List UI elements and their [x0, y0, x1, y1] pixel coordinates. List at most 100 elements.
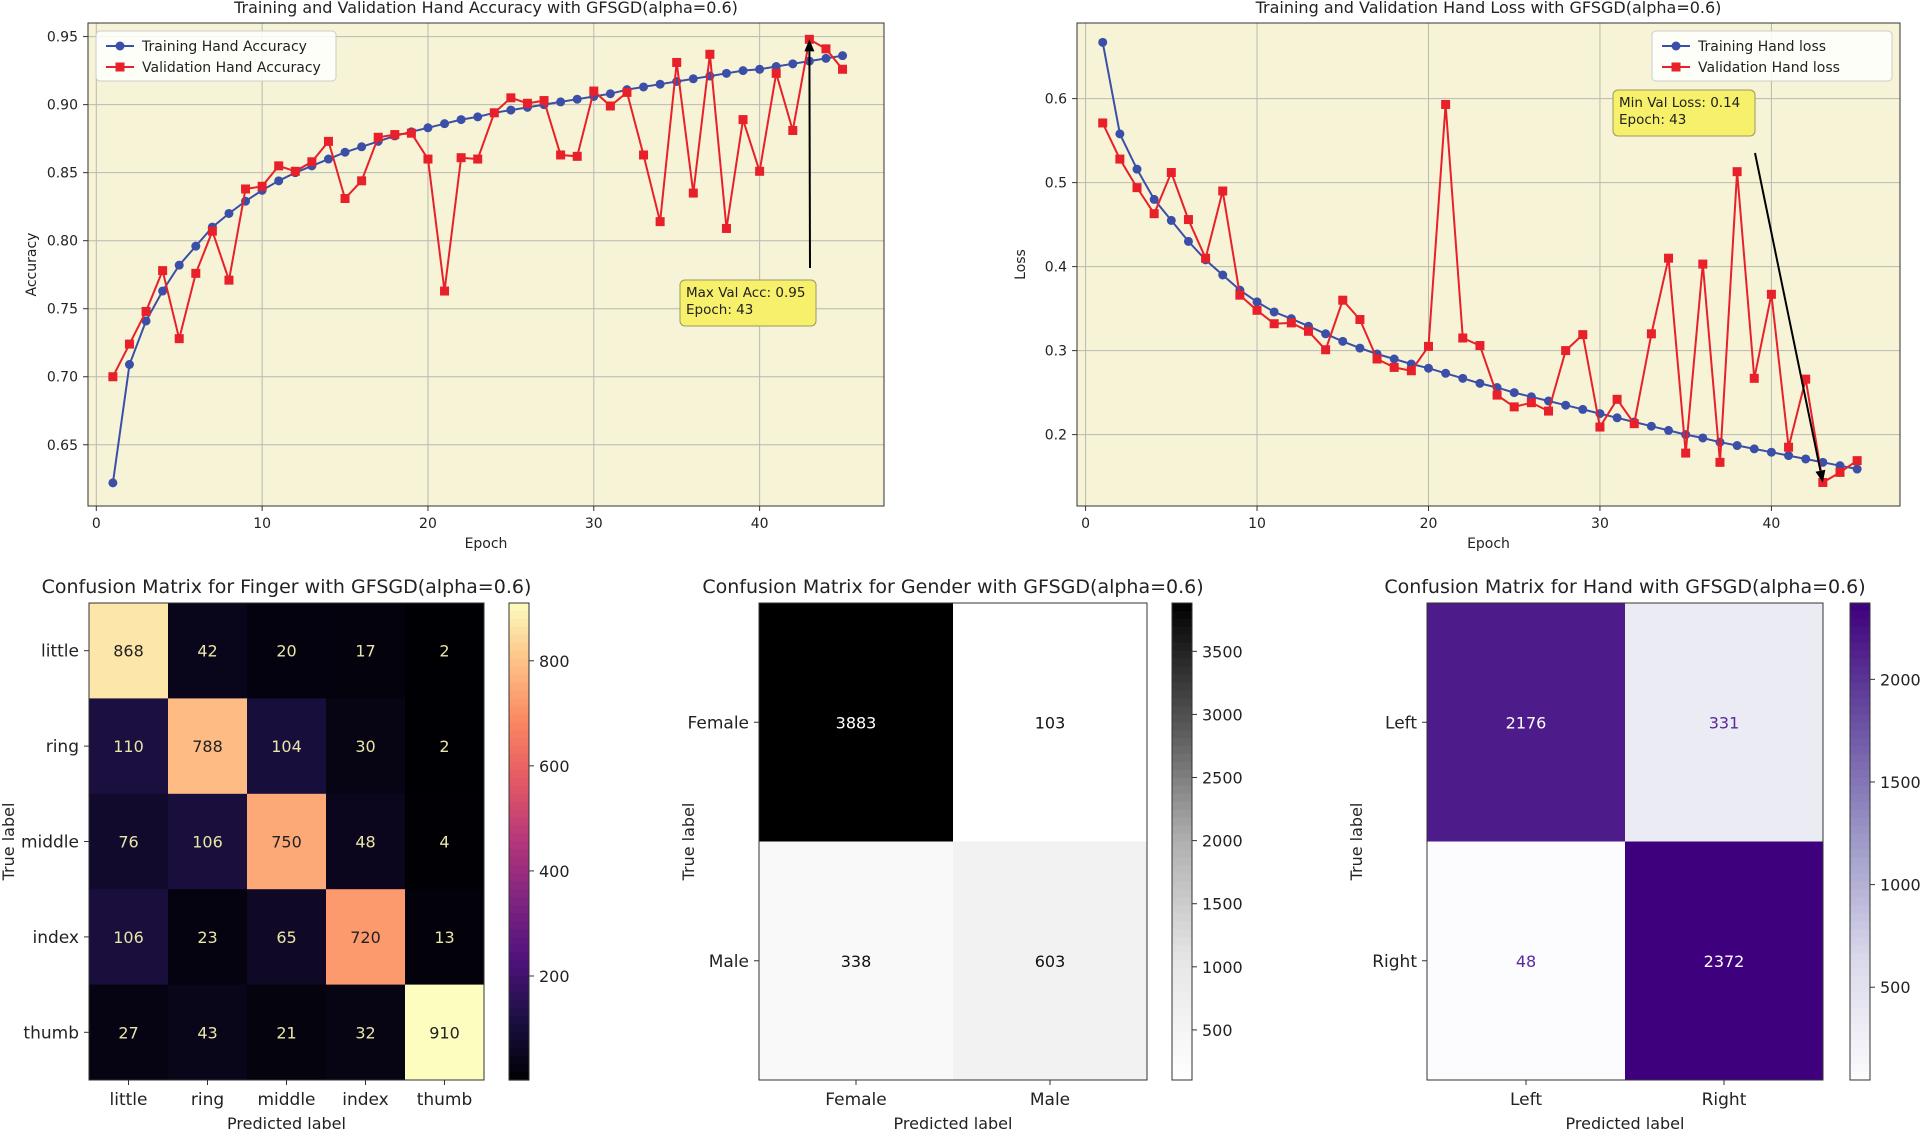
data-point	[1749, 444, 1759, 454]
colorbar-segment	[1172, 769, 1192, 779]
cell-value: 13	[434, 928, 454, 947]
cell-value: 603	[1035, 952, 1066, 971]
colorbar-segment	[1172, 992, 1192, 1002]
annotation-arrow	[1754, 152, 1822, 471]
colorbar-frame	[1171, 602, 1193, 1081]
cell-value: 2	[439, 737, 449, 756]
colorbar-segment	[1850, 706, 1870, 715]
cell-value: 48	[1516, 952, 1536, 971]
colorbar-segment	[1172, 1040, 1192, 1049]
colorbar-segment	[1850, 992, 1870, 1002]
colorbar-segment	[1172, 762, 1192, 771]
data-point	[1166, 168, 1176, 178]
x-tick-label: little	[110, 1090, 148, 1110]
y-tick-label: index	[32, 928, 79, 948]
colorbar-segment	[509, 603, 529, 612]
colorbar-segment	[1850, 976, 1870, 986]
y-tick-label: 0.70	[47, 370, 78, 386]
colorbar-tick-label: 1000	[1880, 876, 1921, 895]
colorbar-segment	[1850, 944, 1870, 954]
colorbar-segment	[1850, 626, 1870, 636]
colorbar-segment	[1850, 921, 1870, 930]
colorbar-segment	[509, 1056, 529, 1065]
y-tick-label: middle	[21, 833, 79, 853]
colorbar-segment	[509, 889, 529, 898]
x-tick-label: ring	[191, 1090, 224, 1110]
cell-value: 42	[197, 642, 217, 661]
y-tick-label: 0.6	[1045, 92, 1067, 108]
colorbar-segment	[1172, 730, 1192, 739]
data-point	[705, 49, 715, 59]
data-point	[1269, 307, 1279, 317]
data-point	[639, 150, 649, 160]
annotation-arrowhead	[804, 39, 815, 52]
colorbar-segment	[1172, 738, 1192, 747]
y-tick-label: Female	[688, 713, 749, 733]
matrix-cell	[1427, 841, 1626, 1081]
data-point	[340, 147, 350, 157]
colorbar-segment	[1172, 841, 1192, 851]
data-point	[191, 241, 201, 251]
matrix-cell	[405, 698, 485, 795]
data-point	[1835, 467, 1845, 477]
data-point	[1252, 297, 1262, 307]
data-point	[1389, 362, 1399, 372]
colorbar-segment	[1850, 865, 1870, 874]
cell-value: 868	[113, 642, 144, 661]
matrix-cell	[247, 889, 327, 986]
data-point	[1612, 413, 1622, 423]
y-tick-label: 0.3	[1045, 344, 1067, 360]
colorbar-segment	[509, 642, 529, 652]
data-point	[473, 112, 483, 122]
data-point	[1286, 318, 1296, 328]
colorbar-segment	[509, 841, 529, 851]
colorbar-segment	[1172, 674, 1192, 684]
matrix-cell	[247, 793, 327, 890]
data-point	[572, 94, 582, 104]
colorbar-segment	[509, 785, 529, 795]
colorbar-segment	[509, 905, 529, 914]
colorbar-segment	[1172, 690, 1192, 699]
cell-value: 910	[429, 1023, 460, 1042]
data-point	[755, 64, 765, 74]
data-point	[241, 184, 251, 194]
legend-label: Validation Hand loss	[1698, 60, 1840, 76]
matrix-cell	[953, 603, 1148, 842]
plot-frame	[1076, 22, 1901, 507]
data-point	[1681, 430, 1691, 440]
colorbar-segment	[509, 960, 529, 970]
colorbar-segment	[1850, 642, 1870, 652]
chart-title: Confusion Matrix for Finger with GFSGD(a…	[42, 576, 532, 598]
line-chart-2: 0 10 20 30 40 0.2 0.3 0.4 0.5 0.6 Training and Val…	[1013, 0, 1901, 552]
cell-value: 103	[1035, 713, 1066, 732]
data-point	[1595, 422, 1605, 432]
data-point	[1115, 154, 1125, 164]
colorbar-segment	[509, 674, 529, 684]
colorbar-tick-label: 2000	[1880, 670, 1921, 689]
data-point	[821, 44, 831, 54]
colorbar-segment	[509, 682, 529, 692]
colorbar-segment	[509, 921, 529, 930]
colorbar-segment	[1172, 857, 1192, 866]
data-point	[838, 51, 848, 61]
colorbar-segment	[1172, 952, 1192, 962]
cell-value: 110	[113, 737, 144, 756]
colorbar-segment	[1172, 936, 1192, 946]
data-point	[1664, 425, 1674, 435]
cell-value: 23	[197, 928, 217, 947]
data-point	[655, 217, 665, 227]
legend-marker	[115, 41, 125, 51]
x-tick-label: 20	[419, 516, 437, 532]
colorbar-segment	[509, 1000, 529, 1010]
matrix-cell	[247, 984, 327, 1081]
data-point	[1784, 451, 1794, 461]
x-axis-label: Epoch	[465, 536, 508, 552]
matrix-cell	[168, 698, 248, 795]
colorbar-segment	[509, 777, 529, 787]
matrix-cell	[168, 793, 248, 890]
y-tick-label: Left	[1385, 713, 1417, 733]
y-tick-label: Right	[1372, 952, 1417, 972]
data-point	[357, 176, 367, 186]
colorbar-segment	[509, 650, 529, 660]
colorbar-segment	[1850, 952, 1870, 962]
